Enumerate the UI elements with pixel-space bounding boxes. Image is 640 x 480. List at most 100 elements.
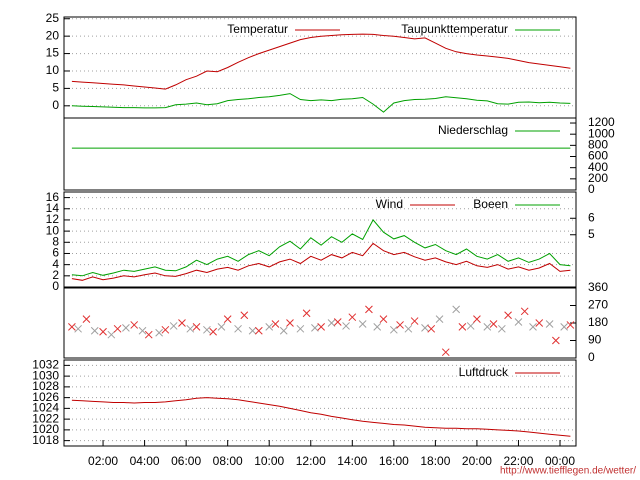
- y-tick-label: 1030: [32, 368, 59, 382]
- wind-direction-point: [466, 322, 475, 330]
- wind-direction-point: [520, 307, 529, 316]
- x-tick-label: 20:00: [462, 454, 492, 468]
- legend-label: Taupunkttemperatur: [401, 22, 508, 36]
- wind-direction-point: [473, 315, 481, 323]
- plot-area: [68, 305, 575, 357]
- panel-frame: [63, 191, 577, 288]
- wind-direction-point: [333, 318, 342, 326]
- wind-direction-point: [122, 324, 130, 332]
- wind-direction-point: [90, 326, 99, 335]
- y-tick-label: 2: [52, 268, 59, 282]
- y-tick-label: 1018: [32, 433, 59, 447]
- x-tick-label: 12:00: [296, 454, 326, 468]
- wind-direction-point: [138, 326, 147, 335]
- wind-direction-point: [296, 324, 305, 333]
- x-tick-label: 04:00: [130, 454, 160, 468]
- y-tick-label: 1022: [32, 411, 59, 425]
- y2-tick-label: 270: [588, 298, 608, 312]
- y-tick-label: 8: [52, 234, 59, 248]
- panel-frame: [63, 359, 577, 447]
- wind-direction-point: [435, 315, 444, 323]
- wind-direction-point: [178, 319, 186, 327]
- wind-direction-point: [311, 324, 319, 332]
- y2-tick-label: 180: [588, 315, 608, 329]
- wind-direction-point: [169, 322, 178, 330]
- y-tick-label: 1028: [32, 379, 59, 393]
- data-line: [71, 397, 571, 437]
- plot-area: [71, 397, 571, 437]
- wind-direction-point: [82, 315, 91, 323]
- y2-tick-label: 400: [588, 160, 608, 174]
- wind-direction-point: [396, 321, 404, 329]
- x-tick-label: 08:00: [213, 454, 243, 468]
- wind-direction-point: [155, 328, 163, 337]
- wind-direction-point: [410, 317, 419, 325]
- legend-label: Boeen: [473, 197, 508, 211]
- wind-direction-point: [458, 323, 467, 331]
- x-tick-label: 00:00: [545, 454, 575, 468]
- wind-direction-point: [99, 327, 107, 336]
- x-tick-label: 14:00: [337, 454, 367, 468]
- wind-direction-point: [271, 320, 280, 328]
- data-line: [71, 33, 571, 90]
- wind-direction-point: [286, 319, 294, 327]
- wind-direction-point: [254, 326, 263, 335]
- wind-direction-point: [234, 324, 242, 333]
- x-tick-label: 22:00: [503, 454, 533, 468]
- y-tick-label: 4: [52, 257, 59, 271]
- y-tick-label: 15: [46, 46, 60, 60]
- wind-direction-point: [186, 324, 195, 333]
- x-tick-label: 10:00: [254, 454, 284, 468]
- wind-direction-point: [560, 323, 569, 331]
- y2-tick-label: 1000: [588, 126, 615, 140]
- y-tick-label: 14: [46, 201, 60, 215]
- wind-direction-point: [192, 323, 201, 331]
- y2-tick-label: 6: [588, 210, 595, 224]
- y-tick-label: 0: [52, 279, 59, 293]
- wind-direction-point: [223, 315, 232, 323]
- plot-area: [71, 33, 571, 113]
- wind-direction-point: [302, 309, 311, 318]
- wind-direction-point: [279, 326, 288, 335]
- legend-label: Niederschlag: [438, 123, 508, 137]
- wind-direction-point: [427, 324, 436, 333]
- y-tick-label: 6: [52, 246, 59, 260]
- wind-direction-point: [373, 323, 382, 331]
- wind-direction-point: [452, 305, 461, 314]
- wind-direction-point: [365, 305, 373, 314]
- y2-tick-label: 1200: [588, 115, 615, 129]
- wind-direction-point: [504, 311, 512, 320]
- legend-label: Temperatur: [227, 22, 288, 36]
- panel-frame: [63, 117, 577, 191]
- wind-direction-point: [107, 330, 116, 339]
- y2-tick-label: 800: [588, 138, 608, 152]
- footer-url: http://www.tiefflegen.de/wetter/: [500, 466, 636, 477]
- wind-direction-point: [551, 336, 560, 345]
- y-tick-label: 5: [52, 81, 59, 95]
- wind-direction-point: [358, 320, 367, 328]
- data-line: [71, 242, 571, 281]
- wind-direction-point: [348, 313, 357, 322]
- wind-direction-point: [161, 325, 170, 334]
- wind-direction-point: [529, 323, 537, 331]
- wind-direction-point: [514, 318, 523, 326]
- wind-direction-point: [317, 323, 325, 331]
- wind-direction-point: [113, 324, 122, 333]
- wind-direction-point: [68, 323, 76, 331]
- plot-area: [71, 219, 571, 281]
- x-tick-label: 02:00: [88, 454, 118, 468]
- y-tick-label: 1032: [32, 358, 59, 372]
- y2-tick-label: 5: [588, 227, 595, 241]
- y2-tick-label: 200: [588, 171, 608, 185]
- legend-label: Luftdruck: [459, 365, 509, 379]
- y-tick-label: 12: [46, 212, 60, 226]
- wind-direction-point: [209, 327, 217, 336]
- wind-direction-point: [421, 324, 429, 332]
- wind-direction-point: [483, 323, 492, 331]
- wind-direction-point: [389, 325, 398, 334]
- wind-direction-point: [566, 321, 575, 329]
- legend-label: Wind: [376, 197, 403, 211]
- y-tick-label: 1024: [32, 401, 59, 415]
